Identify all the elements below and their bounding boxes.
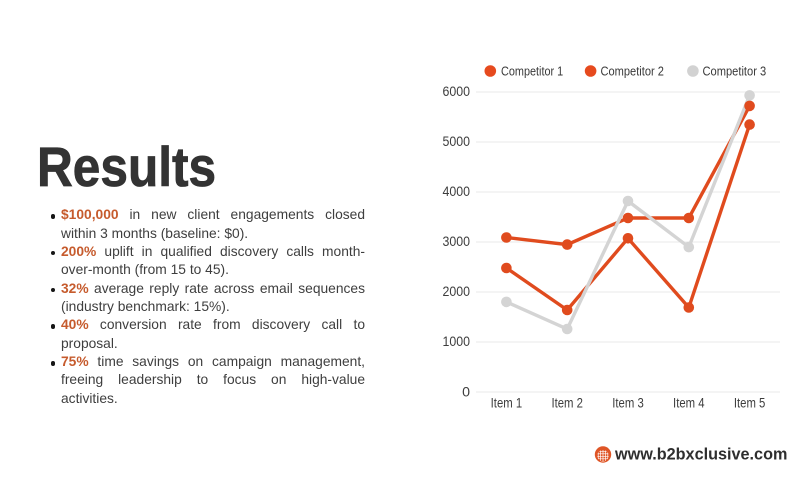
svg-text:Competitor 2: Competitor 2 xyxy=(601,63,664,78)
svg-text:4000: 4000 xyxy=(443,184,471,200)
svg-text:1000: 1000 xyxy=(443,334,471,350)
svg-text:Item 4: Item 4 xyxy=(673,396,705,411)
svg-text:0: 0 xyxy=(462,384,470,400)
svg-text:Item 5: Item 5 xyxy=(734,396,766,411)
svg-text:Item 3: Item 3 xyxy=(612,396,644,411)
svg-text:Item 1: Item 1 xyxy=(491,396,523,411)
svg-text:Item 2: Item 2 xyxy=(551,396,583,411)
svg-text:2000: 2000 xyxy=(443,284,471,300)
svg-text:www.b2bxclusive.com: www.b2bxclusive.com xyxy=(614,446,787,464)
svg-text:5000: 5000 xyxy=(443,134,471,150)
svg-text:3000: 3000 xyxy=(443,234,471,250)
svg-text:Competitor 3: Competitor 3 xyxy=(703,63,767,78)
svg-text:6000: 6000 xyxy=(443,84,471,100)
svg-text:Competitor 1: Competitor 1 xyxy=(501,63,563,78)
